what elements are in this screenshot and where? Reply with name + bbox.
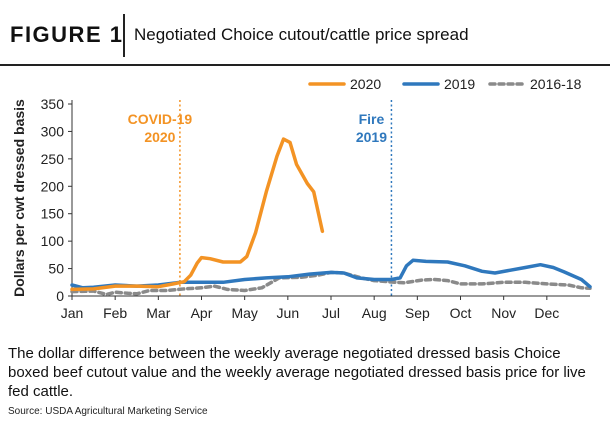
x-tick-label: Jul bbox=[322, 305, 340, 321]
figure-header: FIGURE 1 Negotiated Choice cutout/cattle… bbox=[0, 0, 610, 66]
x-tick-label: Apr bbox=[191, 305, 213, 321]
series-line-2016-18 bbox=[70, 270, 592, 297]
annotation-label: 2020 bbox=[144, 129, 175, 145]
x-tick-label: Jun bbox=[277, 305, 300, 321]
y-tick-label: 200 bbox=[41, 178, 65, 194]
annotation-label: 2019 bbox=[356, 129, 387, 145]
header-divider bbox=[123, 14, 125, 57]
line-chart: 0 50 100 150 200 250 300 350 Jan Feb Mar Apr May Jun J… bbox=[11, 76, 592, 321]
legend-label: 2019 bbox=[444, 76, 475, 92]
x-tick-label: Aug bbox=[362, 305, 387, 321]
x-tick-label: Mar bbox=[146, 305, 170, 321]
series-line-2020 bbox=[70, 137, 325, 292]
x-tick-label: Sep bbox=[405, 305, 430, 321]
x-tick-label: Oct bbox=[450, 305, 472, 321]
x-tick-label: Feb bbox=[103, 305, 127, 321]
y-tick-label: 50 bbox=[48, 261, 64, 277]
legend-label: 2020 bbox=[350, 76, 381, 92]
figure-label: FIGURE 1 bbox=[10, 22, 124, 47]
source-note: Source: USDA Agricultural Marketing Serv… bbox=[8, 406, 208, 417]
series-line-2019 bbox=[70, 258, 592, 290]
y-tick-label: 100 bbox=[41, 233, 65, 249]
x-tick-label: May bbox=[231, 305, 257, 321]
annotation-label: Fire bbox=[359, 111, 385, 127]
x-tick-label: Dec bbox=[534, 305, 559, 321]
y-tick-label: 150 bbox=[41, 206, 65, 222]
x-tick-label: Nov bbox=[491, 305, 516, 321]
y-tick-label: 250 bbox=[41, 151, 65, 167]
figure-caption: The dollar difference between the weekly… bbox=[8, 345, 586, 400]
y-tick-label: 350 bbox=[41, 96, 65, 112]
legend-label: 2016-18 bbox=[530, 76, 582, 92]
x-tick-label: Jan bbox=[61, 305, 84, 321]
annotation-label: COVID-19 bbox=[128, 111, 193, 127]
y-axis-label: Dollars per cwt dressed basis bbox=[11, 99, 27, 297]
y-tick-label: 0 bbox=[56, 288, 64, 304]
y-tick-label: 300 bbox=[41, 123, 65, 139]
figure-title: Negotiated Choice cutout/cattle price sp… bbox=[134, 25, 469, 44]
